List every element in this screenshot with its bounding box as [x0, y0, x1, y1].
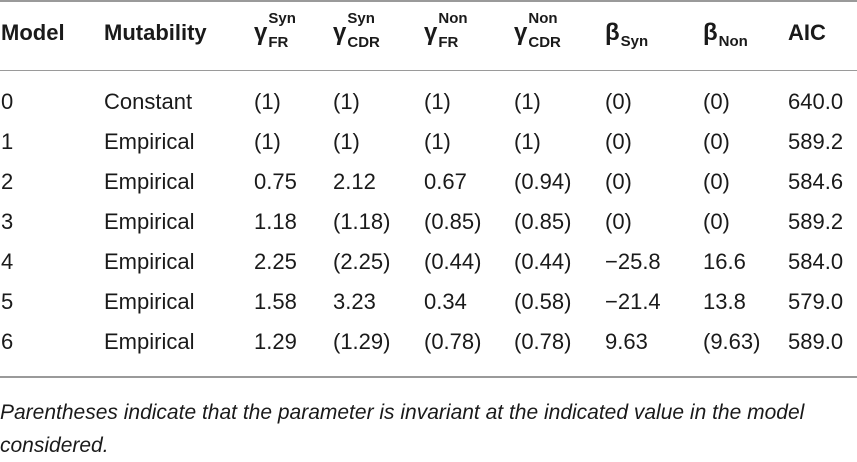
- cell-aic: 584.6: [788, 169, 844, 194]
- cell-gamma-syn-cdr: (1): [333, 129, 360, 154]
- cell-beta-non: (0): [703, 169, 730, 194]
- cell-beta-non: 16.6: [703, 249, 746, 274]
- cell-gamma-non-cdr: (1): [514, 89, 541, 114]
- cell-mutability: Empirical: [104, 289, 195, 314]
- cell-gamma-syn-cdr: (1.29): [333, 329, 391, 354]
- header-gamma-non-fr: γ Non FR: [424, 10, 468, 51]
- cell-model: 5: [1, 289, 14, 314]
- cell-beta-non: (0): [703, 89, 730, 114]
- cell-beta-syn: (0): [605, 89, 632, 114]
- cell-gamma-syn-cdr: 3.23: [333, 289, 376, 314]
- cell-gamma-non-cdr: (1): [514, 129, 541, 154]
- header-gamma-non-cdr: γ Non CDR: [514, 10, 561, 51]
- cell-beta-syn: (0): [605, 169, 632, 194]
- cell-gamma-syn-fr: (1): [254, 129, 281, 154]
- cell-beta-non: (0): [703, 209, 730, 234]
- cell-mutability: Constant: [104, 89, 193, 114]
- cell-model: 2: [1, 169, 14, 194]
- cell-mutability: Empirical: [104, 129, 195, 154]
- cell-mutability: Empirical: [104, 169, 195, 194]
- cell-beta-non: (9.63): [703, 329, 761, 354]
- table-header-rule: [0, 70, 857, 71]
- header-model: Model: [1, 20, 65, 45]
- header-mutability: Mutability: [104, 20, 207, 45]
- cell-gamma-syn-fr: 1.18: [254, 209, 297, 234]
- table-bottom-rule: [0, 376, 857, 378]
- cell-beta-syn: −25.8: [605, 249, 661, 274]
- cell-mutability: Empirical: [104, 249, 195, 274]
- table-top-rule: [0, 0, 857, 2]
- cell-gamma-syn-cdr: (1.18): [333, 209, 391, 234]
- cell-gamma-non-fr: (0.85): [424, 209, 482, 234]
- cell-model: 4: [1, 249, 14, 274]
- header-aic: AIC: [788, 20, 826, 45]
- cell-aic: 640.0: [788, 89, 844, 114]
- cell-model: 0: [1, 89, 14, 114]
- cell-gamma-non-cdr: (0.85): [514, 209, 572, 234]
- cell-gamma-non-cdr: (0.94): [514, 169, 572, 194]
- cell-aic: 579.0: [788, 289, 844, 314]
- cell-gamma-syn-fr: 1.58: [254, 289, 297, 314]
- cell-model: 6: [1, 329, 14, 354]
- header-gamma-syn-cdr: γ Syn CDR: [333, 10, 380, 51]
- cell-gamma-syn-fr: (1): [254, 89, 281, 114]
- header-beta-syn: βSyn: [605, 19, 649, 51]
- cell-gamma-syn-fr: 0.75: [254, 169, 297, 194]
- cell-aic: 589.0: [788, 329, 844, 354]
- cell-beta-syn: (0): [605, 129, 632, 154]
- cell-gamma-syn-cdr: (1): [333, 89, 360, 114]
- cell-gamma-non-cdr: (0.58): [514, 289, 572, 314]
- cell-gamma-non-fr: (0.44): [424, 249, 482, 274]
- cell-beta-non: (0): [703, 129, 730, 154]
- cell-beta-syn: 9.63: [605, 329, 648, 354]
- cell-aic: 584.0: [788, 249, 844, 274]
- cell-beta-syn: (0): [605, 209, 632, 234]
- header-beta-non: βNon: [703, 19, 748, 51]
- cell-mutability: Empirical: [104, 209, 195, 234]
- cell-gamma-non-fr: 0.67: [424, 169, 467, 194]
- cell-gamma-non-fr: 0.34: [424, 289, 467, 314]
- cell-gamma-non-cdr: (0.78): [514, 329, 572, 354]
- cell-aic: 589.2: [788, 129, 844, 154]
- cell-gamma-syn-fr: 1.29: [254, 329, 297, 354]
- cell-aic: 589.2: [788, 209, 844, 234]
- cell-mutability: Empirical: [104, 329, 195, 354]
- cell-beta-syn: −21.4: [605, 289, 661, 314]
- cell-gamma-non-fr: (0.78): [424, 329, 482, 354]
- cell-gamma-syn-cdr: 2.12: [333, 169, 376, 194]
- header-gamma-syn-fr: γ Syn FR: [254, 10, 296, 51]
- cell-gamma-syn-fr: 2.25: [254, 249, 297, 274]
- cell-model: 1: [1, 129, 14, 154]
- table-footnote: Parentheses indicate that the parameter …: [0, 401, 805, 457]
- cell-gamma-non-cdr: (0.44): [514, 249, 572, 274]
- cell-gamma-non-fr: (1): [424, 89, 451, 114]
- cell-model: 3: [1, 209, 14, 234]
- cell-beta-non: 13.8: [703, 289, 746, 314]
- cell-gamma-non-fr: (1): [424, 129, 451, 154]
- cell-gamma-syn-cdr: (2.25): [333, 249, 391, 274]
